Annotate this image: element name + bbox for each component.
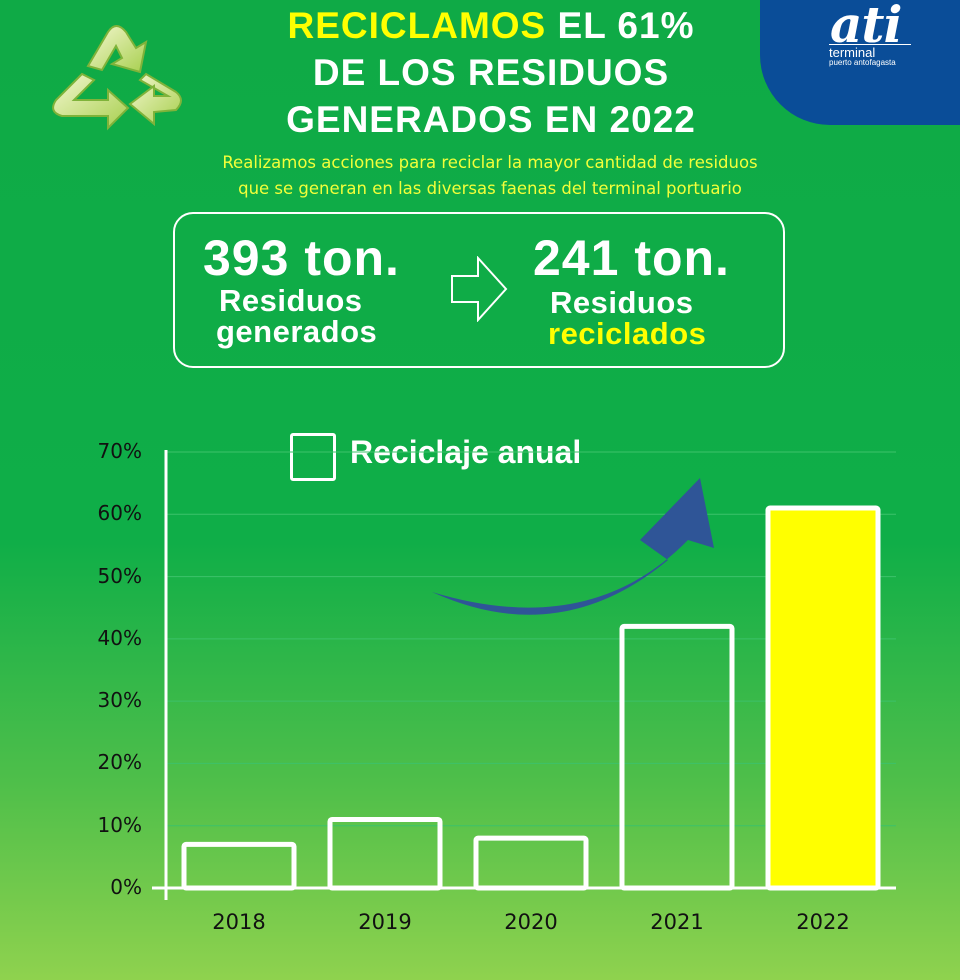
generated-label-1: Residuos [219, 283, 363, 318]
x-tick-label: 2022 [796, 910, 850, 934]
recycled-label-2: reciclados [548, 316, 707, 351]
headline-line-2: DE LOS RESIDUOS [312, 52, 670, 93]
y-tick-label: 40% [97, 625, 142, 650]
bar-2019 [327, 816, 443, 891]
recycled-label-1: Residuos [550, 285, 694, 320]
subtitle-line-2: que se generan en las diversas faenas de… [238, 179, 742, 198]
logo-wordmark: ati [830, 0, 903, 54]
headline-highlight: RECICLAMOS [287, 5, 547, 46]
y-tick-label: 50% [97, 563, 142, 588]
headline: RECICLAMOS EL 61% DE LOS RESIDUOS GENERA… [200, 2, 782, 143]
generated-value: 393 ton. [203, 230, 400, 286]
headline-line-3: GENERADOS EN 2022 [286, 99, 696, 140]
logo-background [760, 0, 960, 125]
bar-2020 [473, 835, 589, 891]
arrow-right-icon [451, 256, 508, 322]
headline-rest: EL 61% [546, 5, 695, 46]
x-tick-label: 2020 [504, 910, 558, 934]
generated-label-2: generados [216, 314, 378, 349]
bar-2021 [619, 623, 735, 891]
y-tick-label: 10% [97, 812, 142, 837]
recycle-icon [52, 25, 182, 131]
trend-arrow-icon [432, 478, 714, 615]
logo-tagline-terminal: terminal [829, 44, 911, 60]
y-tick-label: 60% [97, 501, 142, 526]
recycled-value: 241 ton. [533, 230, 730, 286]
subtitle-line-1: Realizamos acciones para reciclar la may… [222, 153, 758, 172]
bar-2018 [181, 841, 297, 891]
legend-swatch [290, 433, 336, 481]
y-tick-label: 20% [97, 750, 142, 775]
x-tick-label: 2019 [358, 910, 412, 934]
y-tick-label: 0% [110, 875, 142, 899]
stats-box [173, 212, 785, 368]
y-tick-label: 70% [97, 439, 142, 463]
logo-tagline-port: puerto antofagasta [829, 58, 896, 67]
y-tick-label: 30% [97, 688, 142, 713]
x-tick-label: 2018 [212, 910, 266, 934]
bar-2022 [765, 505, 881, 891]
x-tick-label: 2021 [650, 910, 704, 934]
subtitle: Realizamos acciones para reciclar la may… [160, 150, 820, 202]
